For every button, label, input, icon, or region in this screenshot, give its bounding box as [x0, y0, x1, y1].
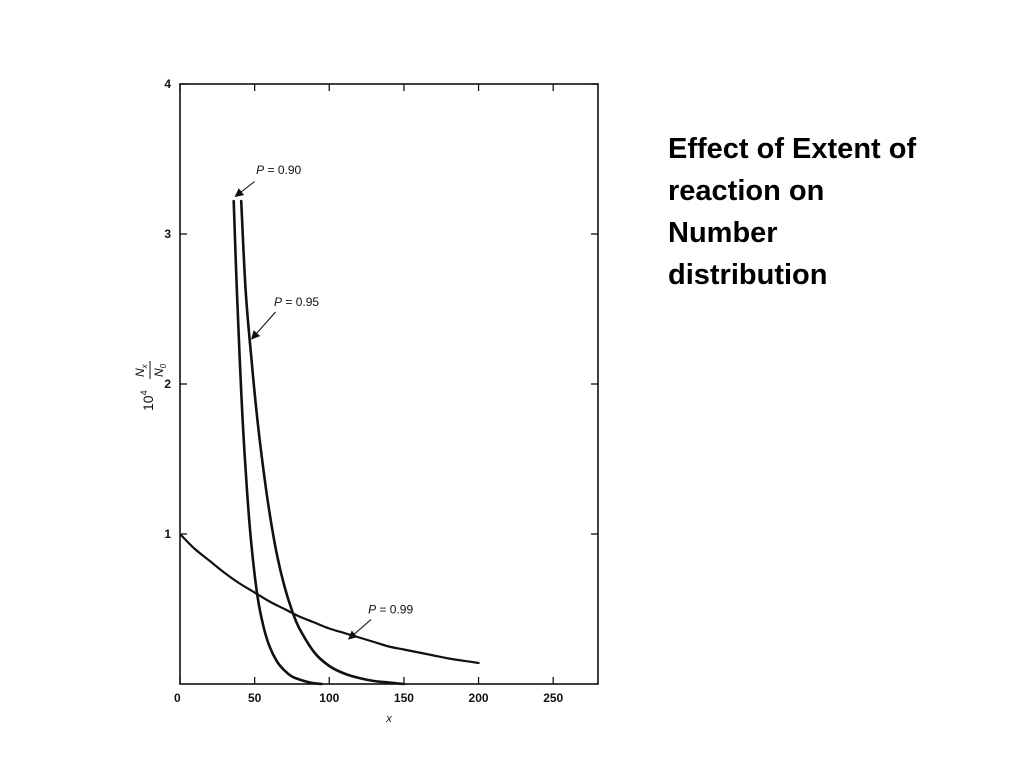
- y-label-base: 10: [140, 395, 156, 411]
- svg-text:N0: N0: [152, 363, 168, 377]
- tick-marks: [179, 83, 598, 684]
- x-tick-label: 100: [319, 691, 339, 705]
- y-tick-label: 2: [164, 377, 171, 391]
- x-tick-labels: 0 50 100 150 200 250: [174, 691, 564, 705]
- slide-title-line: Number: [668, 217, 778, 249]
- y-axis-label: 104 Nx N0: [133, 361, 168, 411]
- plot-frame: [179, 83, 599, 685]
- y-tick-label: 1: [164, 527, 171, 541]
- y-label-denominator-sub: 0: [159, 363, 168, 368]
- x-tick-label: 150: [394, 691, 414, 705]
- slide-title-line: reaction on: [668, 175, 825, 207]
- y-tick-label: 4: [164, 77, 171, 91]
- series-lines: [180, 199, 480, 686]
- series-line: [239, 199, 406, 686]
- slide-title-line: distribution: [668, 259, 828, 291]
- annotation-arrow: [234, 181, 255, 198]
- annotation-label: P = 0.90: [256, 163, 301, 177]
- series-line: [180, 534, 480, 665]
- slide-title-line: Effect of Extent of: [668, 133, 917, 165]
- x-tick-label: 0: [174, 691, 181, 705]
- annotation-arrow: [348, 619, 372, 640]
- slide-title: Effect of Extent of reaction on Number d…: [668, 128, 998, 296]
- y-tick-labels: 1 2 3 4: [164, 77, 171, 541]
- svg-text:Nx: Nx: [133, 363, 149, 377]
- annotation-label: P = 0.95: [274, 295, 319, 309]
- y-label-denominator: N: [152, 368, 166, 377]
- svg-text:104: 104: [139, 390, 156, 411]
- series-line: [232, 199, 324, 686]
- y-label-numerator-sub: x: [140, 363, 149, 369]
- y-label-exponent: 4: [139, 390, 149, 395]
- y-tick-label: 3: [164, 227, 171, 241]
- annotation-label: P = 0.99: [368, 603, 413, 617]
- x-axis-label: x: [385, 713, 392, 725]
- curve-annotations: P = 0.90 P = 0.95 P = 0.99: [234, 163, 413, 640]
- y-label-numerator: N: [133, 368, 147, 377]
- x-tick-label: 50: [248, 691, 262, 705]
- x-tick-label: 250: [543, 691, 563, 705]
- x-tick-label: 200: [469, 691, 489, 705]
- annotation-arrow: [251, 311, 276, 340]
